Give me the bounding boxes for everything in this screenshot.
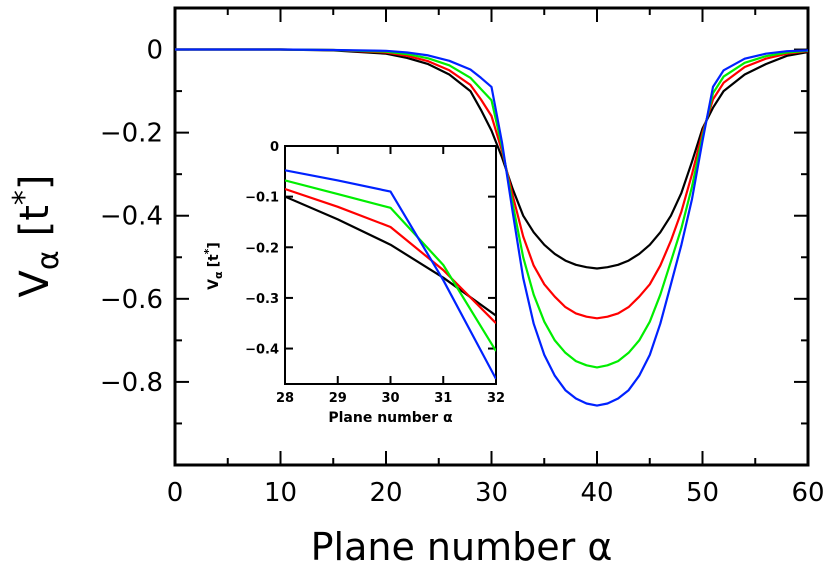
inset-y-tick-label: −0.1 [245,191,279,206]
inset-frame [284,145,497,385]
inset-series-line-1 [285,195,496,317]
x-tick-label: 20 [369,478,402,508]
x-tick-label: 30 [475,478,508,508]
x-tick-label: 10 [264,478,297,508]
inset-y-tick-label: −0.4 [245,343,279,358]
x-tick-label: 60 [791,478,824,508]
y-tick-label: −0.6 [100,285,163,315]
inset-x-tick-label: 28 [276,391,294,406]
inset-x-tick-label: 29 [329,391,347,406]
y-tick-label: −0.2 [100,119,163,149]
inset-x-tick-label: 32 [487,391,505,406]
inset-plot: 28 29 30 31 32 0 −0.1 −0.2 −0.3 −0.4 Plane number … [202,140,505,426]
x-tick-label: 50 [686,478,719,508]
inset-y-tick-label: −0.3 [245,292,279,307]
main-series-line-4 [175,48,809,407]
inset-x-tick-label: 31 [434,391,452,406]
main-plot: 0 10 20 30 40 50 60 0 −0.2 −0.4 −0.6 −0.8 Plane numb… [7,6,825,567]
x-axis-label: Plane number α [311,525,613,567]
inset-y-axis-label: Vα[t*] [202,242,225,290]
y-tick-label: 0 [146,36,163,66]
inset-y-tick-label: 0 [270,140,279,155]
inset-series-line-4 [285,169,496,380]
y-tick-label: −0.8 [100,368,163,398]
x-tick-label: 0 [167,478,184,508]
y-axis-label: Vα[t*] [7,174,66,297]
inset-y-tick-label: −0.2 [245,241,279,256]
inset-series-line-2 [285,187,496,324]
x-tick-label: 40 [580,478,613,508]
inset-x-tick-label: 30 [381,391,399,406]
inset-series-line-3 [285,179,496,352]
y-tick-label: −0.4 [100,202,163,232]
inset-x-axis-label: Plane number α [328,410,453,426]
